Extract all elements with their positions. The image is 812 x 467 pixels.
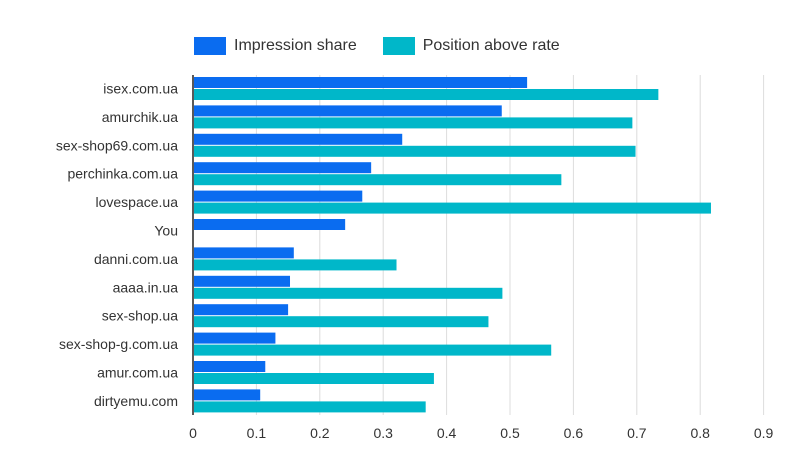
bar-impression-share: [194, 133, 403, 145]
y-category-label: aaaa.in.ua: [113, 279, 179, 295]
bar-position-above-rate: [194, 202, 711, 214]
legend-label-impression-share: Impression share: [234, 37, 357, 54]
bar-impression-share: [194, 361, 266, 372]
bar-position-above-rate: [194, 287, 503, 299]
y-category-label: danni.com.ua: [94, 251, 178, 267]
bar-impression-share: [194, 304, 289, 316]
bar-impression-share: [194, 389, 261, 401]
x-tick-label: 0.4: [437, 425, 457, 441]
y-category-label: sex-shop-g.com.ua: [59, 336, 178, 352]
bar-position-above-rate: [194, 259, 397, 271]
legend-swatch-position-above-rate: [382, 37, 415, 55]
bar-position-above-rate: [194, 145, 636, 157]
bar-impression-share: [194, 190, 363, 202]
y-category-label: amurchik.ua: [102, 109, 178, 125]
y-category-label: amur.com.ua: [97, 365, 178, 381]
bar-impression-share: [194, 275, 291, 287]
bar-impression-share: [194, 247, 294, 259]
bar-position-above-rate: [194, 373, 434, 384]
x-tick-label: 0.1: [247, 425, 267, 441]
y-category-label: lovespace.ua: [95, 194, 178, 210]
bar-impression-share: [194, 162, 372, 174]
legend-label-position-above-rate: Position above rate: [422, 37, 560, 54]
x-tick-label: 0.7: [627, 425, 647, 441]
y-category-label: sex-shop69.com.ua: [56, 137, 178, 153]
x-tick-label: 0: [189, 425, 197, 441]
x-tick-label: 0.9: [754, 425, 774, 441]
x-tick-label: 0.3: [373, 425, 393, 441]
x-tick-label: 0.6: [564, 425, 584, 441]
bar-impression-share: [194, 219, 346, 230]
bar-impression-share: [194, 105, 502, 117]
bar-position-above-rate: [194, 117, 633, 129]
x-tick-label: 0.5: [500, 425, 520, 441]
legend-item-position-above-rate[interactable]: Position above rate: [382, 37, 560, 55]
y-category-label: dirtyemu.com: [94, 393, 178, 409]
x-tick-label: 0.2: [310, 425, 330, 441]
x-tick-label: 0.8: [690, 425, 710, 441]
legend-item-impression-share[interactable]: Impression share: [194, 37, 357, 55]
bar-position-above-rate: [194, 344, 552, 356]
bar-impression-share: [194, 77, 528, 88]
y-category-label: perchinka.com.ua: [67, 166, 178, 182]
bar-position-above-rate: [194, 174, 562, 186]
y-category-label: You: [154, 223, 178, 239]
y-category-label: isex.com.ua: [103, 81, 178, 97]
y-category-label: sex-shop.ua: [102, 308, 178, 324]
chart-legend: Impression share Position above rate: [194, 37, 560, 55]
bar-position-above-rate: [194, 89, 659, 100]
bar-position-above-rate: [194, 401, 426, 413]
bar-position-above-rate: [194, 316, 489, 328]
bar-impression-share: [194, 332, 276, 344]
legend-swatch-impression-share: [194, 37, 226, 55]
